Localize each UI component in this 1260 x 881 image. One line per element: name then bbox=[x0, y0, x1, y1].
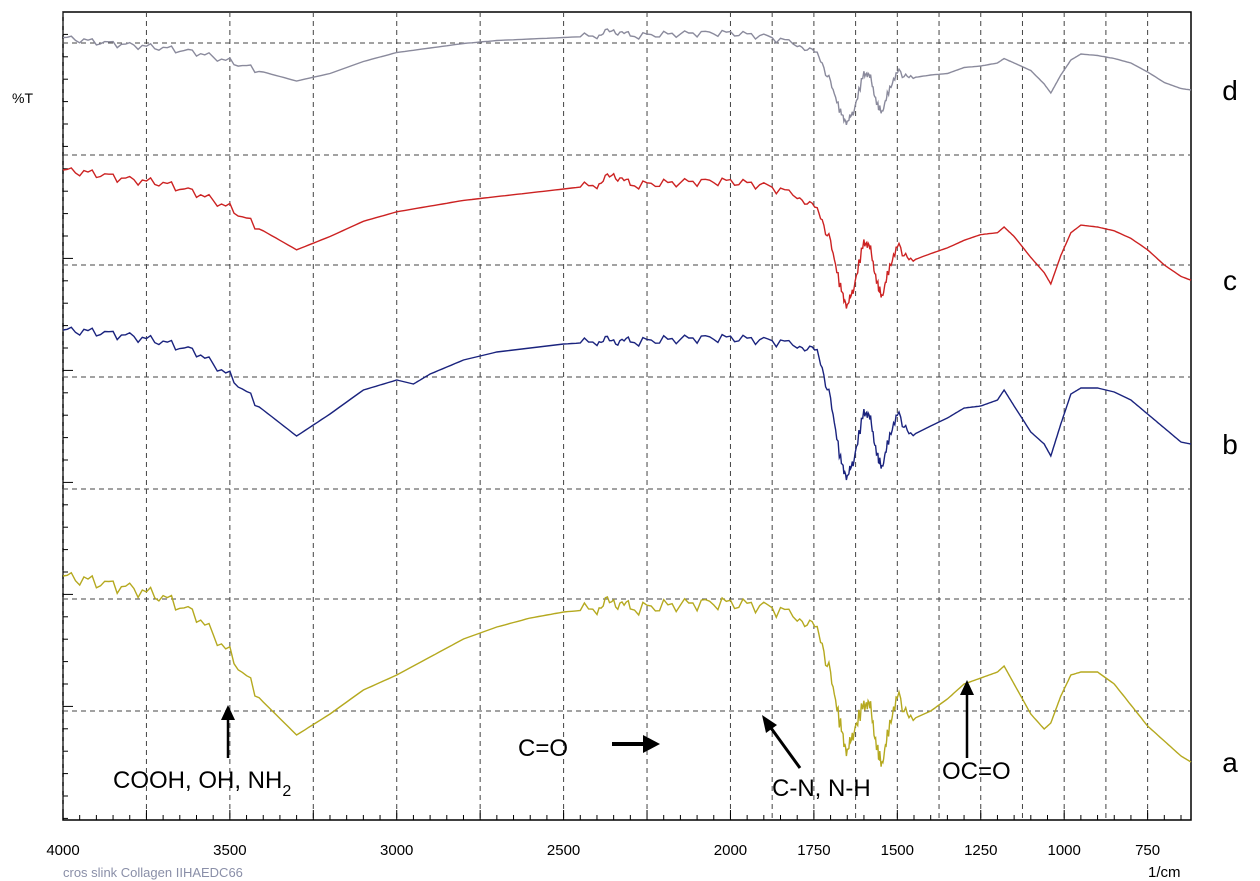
arrow-head-co bbox=[643, 735, 660, 753]
curve-labels: d c b a bbox=[1222, 75, 1238, 778]
x-tick-label: 3500 bbox=[213, 842, 246, 859]
series-line-a bbox=[62, 571, 1192, 767]
x-tick-label: 4000 bbox=[46, 842, 79, 859]
annotation-cn: C-N, N-H bbox=[762, 715, 871, 802]
curve-label-a: a bbox=[1222, 747, 1238, 778]
curve-label-d: d bbox=[1222, 75, 1238, 106]
curve-label-c: c bbox=[1223, 265, 1237, 296]
x-tick-label: 1000 bbox=[1047, 842, 1080, 859]
curve-label-b: b bbox=[1222, 429, 1238, 460]
footer-text: cros slink Collagen IIHAEDC66 bbox=[63, 865, 243, 880]
annotation-cn-text: C-N, N-H bbox=[772, 775, 871, 802]
annotation-oco: OC=O bbox=[942, 680, 1011, 785]
series-line-b bbox=[62, 326, 1192, 481]
annotation-cooh: COOH, OH, NH2 bbox=[113, 705, 291, 800]
x-tick-label: 2500 bbox=[547, 842, 580, 859]
annotation-co: C=O bbox=[518, 735, 660, 762]
series-line-c bbox=[62, 167, 1192, 309]
plot-frame bbox=[62, 11, 1192, 821]
y-axis-ticks bbox=[63, 11, 73, 819]
annotation-oco-text: OC=O bbox=[942, 758, 1011, 785]
arrow-shaft-cn bbox=[769, 727, 802, 769]
x-tick-label: 2000 bbox=[714, 842, 747, 859]
y-axis-label: %T bbox=[12, 90, 33, 106]
series-line-d bbox=[62, 28, 1192, 126]
grid-lines bbox=[62, 12, 1191, 820]
x-tick-label: 1750 bbox=[797, 842, 830, 859]
x-axis-ticks: 4000 3500 3000 2500 2000 1750 1500 1250 1000 750 bbox=[46, 810, 1182, 859]
arrow-head-oco bbox=[960, 680, 974, 695]
x-tick-label: 1250 bbox=[964, 842, 997, 859]
annotation-co-text: C=O bbox=[518, 735, 568, 762]
x-tick-label: 3000 bbox=[380, 842, 413, 859]
annotation-cooh-text: COOH, OH, NH2 bbox=[113, 767, 291, 800]
x-tick-label: 750 bbox=[1135, 842, 1160, 859]
series-group bbox=[62, 28, 1192, 767]
arrow-head-cn bbox=[762, 715, 777, 733]
x-axis-label: 1/cm bbox=[1148, 864, 1181, 881]
x-tick-label: 1500 bbox=[881, 842, 914, 859]
arrow-head-cooh bbox=[221, 705, 235, 720]
